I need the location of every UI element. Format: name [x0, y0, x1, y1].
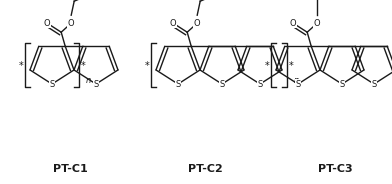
- Text: S: S: [258, 79, 263, 89]
- Text: S: S: [296, 79, 301, 89]
- Text: *: *: [265, 61, 269, 71]
- Text: *: *: [81, 61, 85, 71]
- Text: O: O: [290, 19, 296, 28]
- Text: n: n: [86, 76, 91, 85]
- Text: PT-C2: PT-C2: [188, 164, 222, 174]
- Text: S: S: [93, 79, 99, 89]
- Text: *: *: [145, 61, 149, 71]
- Text: O: O: [194, 19, 201, 28]
- Text: PT-C3: PT-C3: [318, 164, 352, 174]
- Text: S: S: [49, 79, 54, 89]
- Text: O: O: [44, 19, 51, 28]
- Text: O: O: [68, 19, 74, 28]
- Text: S: S: [175, 79, 181, 89]
- Text: O: O: [314, 19, 321, 28]
- Text: *: *: [19, 61, 24, 71]
- Text: S: S: [339, 79, 345, 89]
- Text: n: n: [294, 76, 299, 85]
- Text: *: *: [289, 61, 293, 71]
- Text: O: O: [170, 19, 176, 28]
- Text: S: S: [371, 79, 377, 89]
- Text: PT-C1: PT-C1: [53, 164, 87, 174]
- Text: S: S: [220, 79, 225, 89]
